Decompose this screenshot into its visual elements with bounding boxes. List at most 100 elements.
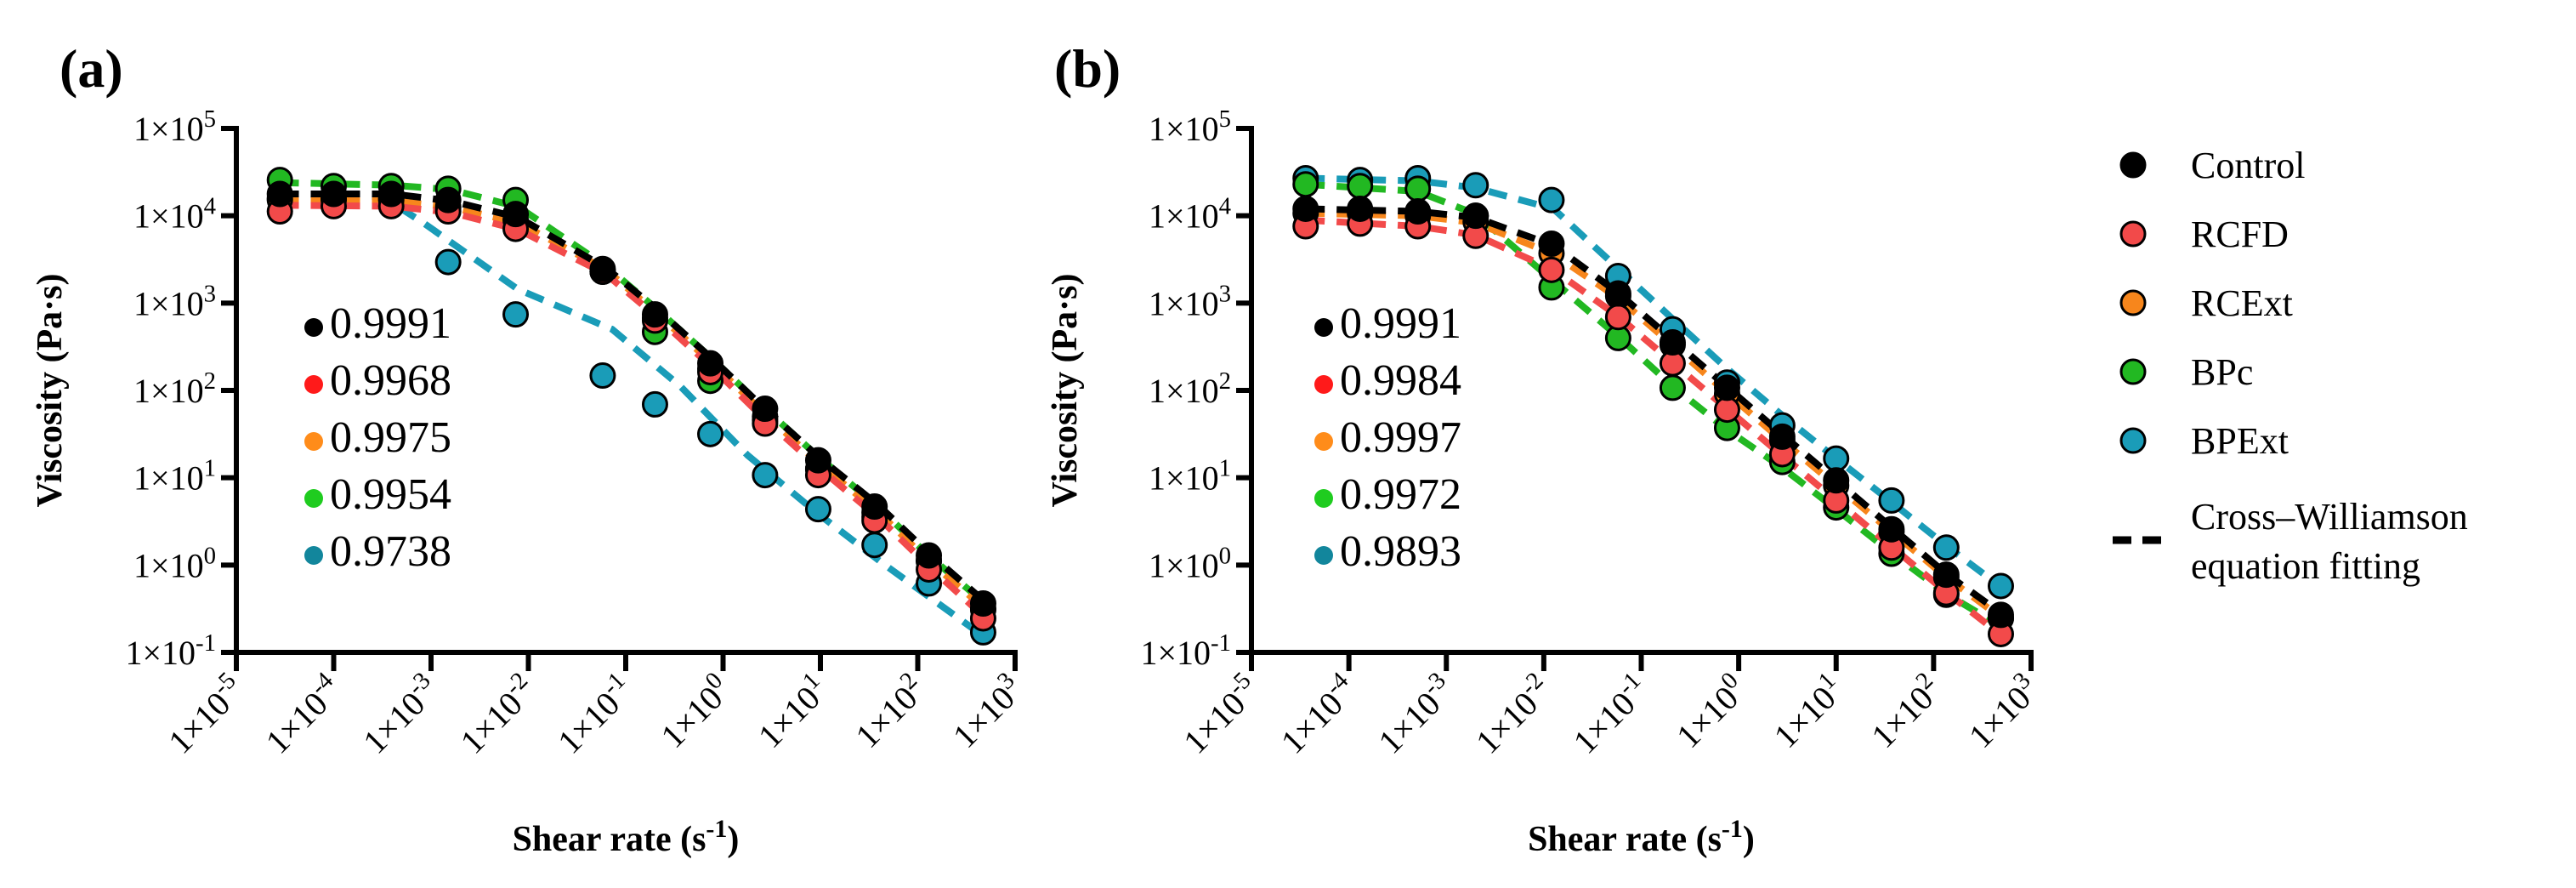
y-tick-label-exp: 0: [204, 542, 216, 569]
r2-value: 0.9984: [1340, 356, 1461, 405]
x-tick-label: 1×101: [747, 667, 836, 755]
x-tick-label: 1×10-3: [1368, 667, 1462, 761]
y-tick-label: 1×103: [1149, 280, 1231, 322]
legend-label: RCExt: [2191, 282, 2293, 324]
legend-label: Control: [2191, 145, 2305, 186]
data-point-bpc: [1347, 173, 1374, 200]
data-point-bpext: [641, 390, 668, 418]
y-tick-label: 1×105: [1149, 105, 1231, 148]
y-tick-label-base: 1×10: [1149, 546, 1219, 584]
y-tick-label: 1×103: [133, 280, 216, 322]
data-point-bpext: [861, 532, 888, 559]
y-tick-label-base: 1×10: [133, 459, 204, 498]
x-axis-label-sup: -1: [706, 815, 727, 843]
data-point-bpc: [1659, 374, 1686, 401]
data-point-control: [1878, 515, 1905, 543]
y-axis-label: Viscosity (Pa·s): [31, 274, 70, 508]
panel-label: (a): [60, 38, 123, 99]
y-tick-label: 1×102: [1149, 367, 1231, 410]
r2-value: 0.9893: [1340, 527, 1461, 576]
panel-b-chart: (b)1×1051×1041×1031×1021×1011×1001×10-11…: [1046, 38, 2038, 859]
r2-value: 0.9991: [330, 299, 451, 348]
y-tick-label: 1×100: [133, 542, 216, 584]
data-point-control: [1292, 195, 1319, 222]
data-point-control: [1823, 467, 1850, 494]
x-tick-label: 1×10-1: [548, 667, 642, 761]
data-point-rcfd: [1713, 396, 1740, 424]
y-tick-label: 1×102: [133, 367, 216, 410]
y-tick-label-exp: 4: [1219, 193, 1231, 220]
y-tick-label-exp: -1: [196, 629, 216, 657]
data-point-bpc: [1404, 175, 1432, 202]
x-tick-label: 1×100: [1666, 667, 1755, 755]
y-tick-label-exp: 0: [1219, 542, 1231, 569]
data-point-rcfd: [1604, 304, 1631, 331]
y-tick-label-base: 1×10: [1149, 459, 1219, 498]
data-point-control: [589, 255, 616, 282]
data-point-control: [861, 493, 888, 521]
data-point-control: [752, 396, 779, 423]
data-point-control: [969, 590, 996, 618]
r2-marker: [304, 432, 323, 451]
data-point-control: [1462, 202, 1489, 230]
x-tick-label: 1×10-2: [450, 667, 544, 761]
x-axis-label: Shear rate (s-1): [513, 815, 740, 859]
data-point-bpext: [1878, 487, 1905, 514]
r2-marker: [1314, 489, 1333, 508]
legend-marker-rcext: [2119, 289, 2147, 316]
y-tick-label-exp: 5: [204, 105, 216, 133]
r2-marker: [304, 375, 323, 394]
r2-value: 0.9975: [330, 413, 451, 462]
x-tick-label: 1×10-5: [158, 667, 252, 761]
data-point-bpext: [1538, 186, 1565, 213]
r2-marker: [304, 318, 323, 337]
y-tick-label-base: 1×10: [133, 372, 204, 410]
data-point-bpext: [1823, 445, 1850, 472]
x-tick-label: 1×100: [650, 667, 739, 755]
y-tick-label: 1×10-1: [125, 629, 216, 672]
legend-label: BPc: [2191, 351, 2253, 393]
y-tick-label-exp: 3: [1219, 280, 1231, 307]
x-tick-label: 1×10-5: [1173, 667, 1268, 761]
y-tick-label-base: 1×10: [133, 284, 204, 322]
x-axis-label-sup: -1: [1722, 815, 1743, 843]
x-tick-label: 1×103: [942, 667, 1030, 755]
data-point-control: [1538, 231, 1565, 258]
y-tick-label-exp: -1: [1211, 629, 1231, 657]
x-tick-label: 1×10-3: [353, 667, 447, 761]
data-point-control: [1768, 423, 1796, 450]
y-tick-label: 1×104: [1149, 193, 1231, 236]
y-tick-label-base: 1×10: [1140, 634, 1211, 672]
panel-label: (b): [1054, 38, 1121, 99]
data-point-bpext: [1932, 534, 1960, 561]
legend-marker-bpc: [2119, 358, 2147, 385]
r2-value: 0.9997: [1340, 413, 1461, 462]
x-axis-label: Shear rate (s-1): [1528, 815, 1755, 859]
y-tick-label-base: 1×10: [1149, 372, 1219, 410]
data-point-control: [1659, 329, 1686, 356]
legend-marker-rcfd: [2119, 220, 2147, 248]
legend-label: BPExt: [2191, 420, 2289, 462]
data-point-bpc: [1292, 171, 1319, 198]
x-axis-label-text: Shear rate (s: [513, 820, 706, 859]
r2-marker: [1314, 318, 1333, 337]
legend-marker-control: [2119, 151, 2147, 179]
data-point-control: [641, 301, 668, 328]
y-tick-label-exp: 4: [204, 193, 216, 220]
panel-a-chart: (a)1×1051×1041×1031×1021×1011×1001×10-11…: [31, 38, 1030, 859]
data-point-control: [1987, 601, 2014, 629]
legend-label: RCFD: [2191, 213, 2289, 255]
data-point-control: [1713, 374, 1740, 401]
data-point-control: [697, 350, 724, 377]
x-tick-label: 1×102: [1861, 667, 1949, 755]
r2-value: 0.9968: [330, 356, 451, 405]
data-point-control: [434, 186, 462, 213]
x-axis-label-end: ): [1743, 820, 1755, 859]
x-tick-label: 1×10-1: [1563, 667, 1657, 761]
y-tick-label: 1×101: [1149, 455, 1231, 498]
y-tick-label-exp: 2: [1219, 367, 1231, 395]
data-point-control: [1932, 561, 1960, 589]
y-tick-label-base: 1×10: [1149, 110, 1219, 148]
y-tick-label: 1×10-1: [1140, 629, 1231, 672]
